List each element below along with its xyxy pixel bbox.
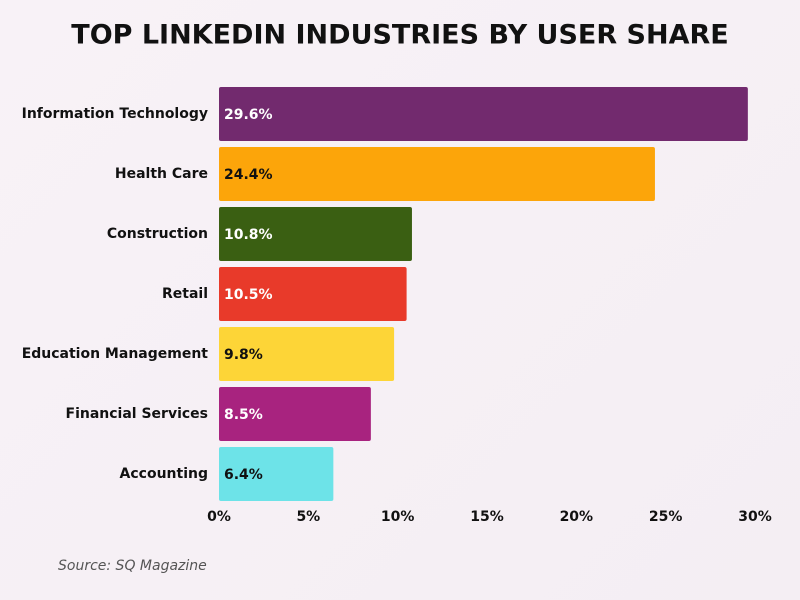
y-tick-label: Education Management: [22, 346, 209, 362]
bar: [219, 267, 407, 321]
x-tick-label: 30%: [738, 509, 772, 525]
y-tick-label: Retail: [162, 286, 208, 302]
x-tick-label: 0%: [207, 509, 231, 525]
x-tick-label: 5%: [296, 509, 320, 525]
value-label: 8.5%: [224, 407, 263, 423]
chart-title: TOP LINKEDIN INDUSTRIES BY USER SHARE: [71, 20, 728, 51]
value-label: 10.8%: [224, 227, 273, 243]
x-tick-label: 10%: [381, 509, 415, 525]
y-tick-label: Financial Services: [66, 406, 209, 422]
y-tick-label: Accounting: [120, 466, 208, 482]
value-label: 6.4%: [224, 467, 263, 483]
y-tick-label: Information Technology: [22, 106, 208, 122]
bar: [219, 447, 334, 501]
bar: [219, 207, 412, 261]
source: Source: SQ Magazine: [58, 558, 207, 574]
value-label: 24.4%: [224, 167, 273, 183]
bar: [219, 387, 371, 441]
y-tick-label: Construction: [107, 226, 208, 242]
value-label: 29.6%: [224, 107, 273, 123]
y-tick-label: Health Care: [115, 166, 208, 182]
value-label: 9.8%: [224, 347, 263, 363]
x-tick-label: 15%: [470, 509, 504, 525]
x-tick-label: 20%: [560, 509, 594, 525]
x-tick-label: 25%: [649, 509, 683, 525]
bar: [219, 87, 748, 141]
bar: [219, 147, 655, 201]
value-label: 10.5%: [224, 287, 273, 303]
bar: [219, 327, 395, 381]
